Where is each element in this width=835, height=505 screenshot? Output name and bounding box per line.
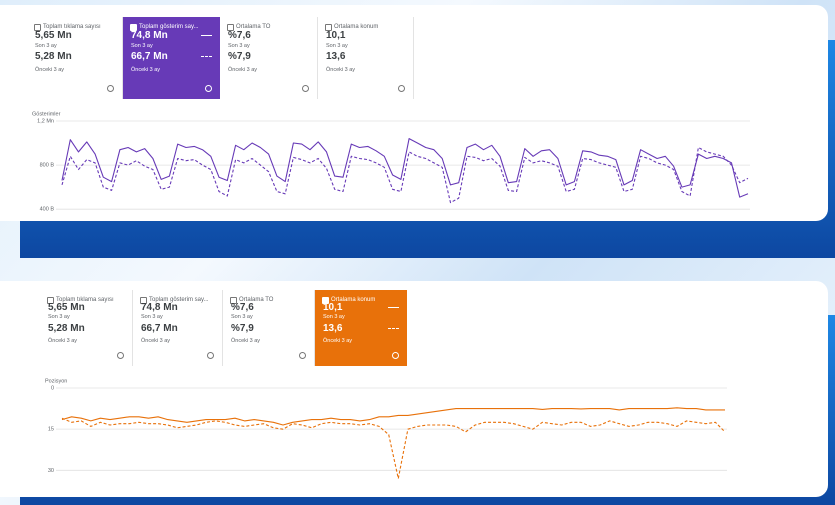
previous-label: Önceki 3 ay	[326, 67, 356, 73]
current-value: 5,65 Mn	[35, 30, 72, 41]
current-label: Son 3 ay	[141, 314, 163, 320]
previous-label: Önceki 3 ay	[141, 338, 171, 344]
current-label: Son 3 ay	[48, 314, 70, 320]
card-title: Ortalama TO	[236, 24, 271, 30]
previous-value: 13,6	[323, 323, 343, 334]
previous-value: 5,28 Mn	[35, 51, 72, 62]
current-label: Son 3 ay	[131, 43, 153, 49]
previous-value: 66,7 Mn	[141, 323, 178, 334]
checkbox[interactable]	[227, 24, 234, 31]
legend-swatch	[388, 307, 399, 308]
help-icon[interactable]	[302, 85, 309, 92]
current-value: 10,1	[323, 302, 343, 313]
previous-label: Önceki 3 ay	[48, 338, 78, 344]
metric-card[interactable]: Ortalama TO %7,6 Son 3 ay %7,9 Önceki 3 ay	[220, 17, 318, 99]
card-title: Toplam tıklama sayısı	[43, 24, 101, 30]
current-value: 74,8 Mn	[141, 302, 178, 313]
help-icon[interactable]	[299, 352, 306, 359]
metric-card[interactable]: Ortalama konum 10,1 Son 3 ay 13,6 Önceki 3 a…	[315, 290, 407, 366]
help-icon[interactable]	[398, 85, 405, 92]
current-label: Son 3 ay	[326, 43, 348, 49]
current-value: 74,8 Mn	[131, 30, 168, 41]
checkbox[interactable]	[47, 297, 54, 304]
y-tick-label: 15	[48, 427, 54, 433]
metric-card[interactable]: Ortalama konum 10,1 Son 3 ay 13,6 Önceki 3 a…	[318, 17, 414, 99]
current-label: Son 3 ay	[323, 314, 345, 320]
current-value: %7,6	[231, 302, 254, 313]
checkbox[interactable]	[325, 24, 332, 31]
previous-label: Önceki 3 ay	[231, 338, 261, 344]
panel	[0, 281, 828, 497]
current-value: 5,65 Mn	[48, 302, 85, 313]
current-label: Son 3 ay	[231, 314, 253, 320]
checkbox[interactable]	[130, 24, 137, 31]
metric-card[interactable]: Toplam tıklama sayısı 5,65 Mn Son 3 ay 5,28…	[40, 290, 133, 366]
series-line	[61, 138, 749, 198]
card-title: Toplam gösterim say...	[149, 297, 209, 303]
previous-label: Önceki 3 ay	[131, 67, 161, 73]
y-axis-title: Gösterimler	[32, 111, 61, 117]
card-title: Ortalama konum	[334, 24, 379, 30]
previous-label: Önceki 3 ay	[323, 338, 353, 344]
legend-swatch	[201, 56, 212, 57]
current-value: %7,6	[228, 30, 251, 41]
card-title: Ortalama konum	[331, 297, 376, 303]
previous-value: 5,28 Mn	[48, 323, 85, 334]
previous-value: 13,6	[326, 51, 346, 62]
help-icon[interactable]	[107, 85, 114, 92]
series-line	[61, 417, 726, 480]
help-icon[interactable]	[207, 352, 214, 359]
current-label: Son 3 ay	[228, 43, 250, 49]
previous-value: 66,7 Mn	[131, 51, 168, 62]
series-line	[61, 407, 725, 426]
current-label: Son 3 ay	[35, 43, 57, 49]
previous-label: Önceki 3 ay	[228, 67, 258, 73]
previous-value: %7,9	[231, 323, 254, 334]
y-axis-title: Pozisyon	[45, 378, 67, 384]
y-tick-label: 800 B	[40, 163, 55, 169]
metric-card[interactable]: Toplam tıklama sayısı 5,65 Mn Son 3 ay 5,28…	[27, 17, 123, 99]
help-icon[interactable]	[392, 352, 399, 359]
help-icon[interactable]	[205, 85, 212, 92]
y-tick-label: 400 B	[40, 207, 55, 213]
metric-card[interactable]: Toplam gösterim say... 74,8 Mn Son 3 ay 66,…	[123, 17, 220, 99]
y-tick-label: 30	[48, 468, 54, 474]
checkbox[interactable]	[140, 297, 147, 304]
checkbox[interactable]	[34, 24, 41, 31]
legend-swatch	[388, 328, 399, 329]
y-tick-label: 1,2 Mn	[37, 118, 54, 124]
checkbox[interactable]	[230, 297, 237, 304]
current-value: 10,1	[326, 30, 346, 41]
metric-card[interactable]: Toplam gösterim say... 74,8 Mn Son 3 ay 66,…	[133, 290, 223, 366]
help-icon[interactable]	[117, 352, 124, 359]
y-tick-label: 0	[51, 385, 54, 391]
card-title: Ortalama TO	[239, 297, 274, 303]
legend-swatch	[201, 35, 212, 36]
metric-card[interactable]: Ortalama TO %7,6 Son 3 ay %7,9 Önceki 3 ay	[223, 290, 315, 366]
previous-label: Önceki 3 ay	[35, 67, 65, 73]
checkbox[interactable]	[322, 297, 329, 304]
series-line	[61, 146, 749, 204]
card-title: Toplam gösterim say...	[139, 24, 199, 30]
card-title: Toplam tıklama sayısı	[56, 297, 114, 303]
previous-value: %7,9	[228, 51, 251, 62]
